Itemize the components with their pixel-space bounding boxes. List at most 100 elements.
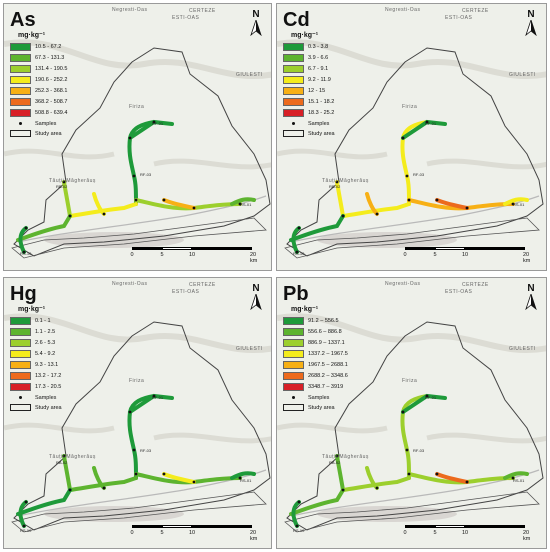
legend-class: 1967.5 – 2688.1 bbox=[283, 360, 378, 370]
stream-segment bbox=[435, 198, 469, 210]
legend-range: 15.1 - 18.2 bbox=[308, 99, 335, 105]
site-label: RF-03 bbox=[140, 448, 152, 453]
legend-range: 6.7 - 9.1 bbox=[308, 66, 329, 72]
sample-point bbox=[68, 214, 72, 218]
place-label-negresti: Negresti-Oas bbox=[112, 7, 148, 13]
sample-dot-icon bbox=[19, 396, 22, 399]
stream-segment bbox=[341, 202, 411, 218]
site-label: RB-02 bbox=[56, 460, 68, 465]
site-label: RF-03 bbox=[413, 172, 425, 177]
legend-samples: Samples bbox=[283, 119, 378, 128]
legend-swatch bbox=[10, 65, 31, 73]
sample-point bbox=[401, 136, 405, 140]
sample-point bbox=[341, 214, 345, 218]
legend-range: 368.2 - 508.7 bbox=[35, 99, 68, 105]
stream-segment bbox=[127, 120, 156, 206]
legend-class: 3.9 - 6.6 bbox=[283, 53, 378, 63]
sample-point bbox=[407, 472, 411, 476]
legend-range: 2.6 - 5.3 bbox=[35, 340, 56, 346]
stream-segment bbox=[68, 202, 138, 218]
legend-study-area-label: Study area bbox=[35, 404, 62, 411]
legend-study-area-label: Study area bbox=[35, 130, 62, 137]
place-label-giulesti: GIULESTI bbox=[236, 346, 263, 352]
terrain-ridge bbox=[153, 432, 271, 444]
legend-range: 91.2 – 556.5 bbox=[308, 318, 339, 324]
map-canvas bbox=[4, 278, 271, 548]
place-label-esti: ESTI-OAS bbox=[172, 15, 200, 21]
place-label-giulesti: GIULESTI bbox=[509, 72, 536, 78]
north-arrow-icon: N bbox=[522, 283, 540, 315]
legend-swatch bbox=[10, 350, 31, 358]
sample-point bbox=[407, 198, 411, 202]
stream-segment bbox=[365, 466, 379, 490]
sample-point bbox=[134, 198, 138, 202]
sample-point bbox=[401, 410, 405, 414]
sample-point bbox=[511, 476, 515, 480]
legend-swatch bbox=[283, 87, 304, 95]
place-label-firiza: Firiza bbox=[402, 378, 418, 384]
site-label: RF-01 bbox=[425, 121, 437, 126]
stream-segment bbox=[162, 198, 196, 210]
sample-point bbox=[375, 486, 379, 490]
stream-segment bbox=[335, 454, 345, 492]
map-canvas bbox=[277, 4, 546, 270]
urban-area bbox=[317, 232, 457, 248]
legend-study-area-label: Study area bbox=[308, 130, 335, 137]
north-label: N bbox=[527, 283, 535, 294]
sample-point bbox=[297, 500, 301, 504]
legend-class: 0.1 - 1 bbox=[10, 316, 105, 326]
sample-point bbox=[192, 480, 196, 484]
place-label-firiza: Firiza bbox=[129, 104, 145, 110]
map-legend: Cd mg·kg⁻¹ 0.3 - 3.8 3.9 - 6.6 6.7 - 9.1… bbox=[283, 10, 378, 138]
legend-range: 67.3 - 131.3 bbox=[35, 55, 65, 61]
legend-class: 2.6 - 5.3 bbox=[10, 338, 105, 348]
legend-class: 1337.2 – 1967.5 bbox=[283, 349, 378, 359]
legend-range: 190.6 - 252.2 bbox=[35, 77, 68, 83]
sample-point bbox=[102, 212, 106, 216]
legend-class: 252.3 - 368.1 bbox=[10, 86, 105, 96]
sample-point bbox=[375, 212, 379, 216]
sample-point bbox=[62, 454, 66, 458]
north-arrow-glyph bbox=[250, 292, 262, 311]
legend-range: 5.4 - 9.2 bbox=[35, 351, 56, 357]
legend-swatch bbox=[283, 317, 304, 325]
north-label: N bbox=[527, 9, 535, 20]
terrain-ridge bbox=[153, 158, 271, 170]
valley-boundary bbox=[284, 491, 540, 533]
metal-title: Hg bbox=[10, 283, 37, 305]
urban-area bbox=[44, 232, 184, 248]
terrain-ridge bbox=[4, 313, 271, 354]
site-label: RS-10 bbox=[293, 251, 305, 256]
legend-range: 886.9 – 1337.1 bbox=[308, 340, 345, 346]
site-label: RB-02 bbox=[56, 184, 68, 189]
legend-class: 508.8 - 639.4 bbox=[10, 108, 105, 118]
sample-dot-icon bbox=[292, 122, 295, 125]
legend-range: 2688.2 – 3348.6 bbox=[308, 373, 348, 379]
north-arrow-glyph bbox=[525, 292, 537, 311]
legend-class: 190.6 - 252.2 bbox=[10, 75, 105, 85]
stream-segment bbox=[365, 192, 379, 216]
place-label-esti: ESTI-OAS bbox=[172, 289, 200, 295]
north-arrow-glyph bbox=[525, 18, 537, 37]
legend-class: 886.9 – 1337.1 bbox=[283, 338, 378, 348]
legend-unit: mg·kg⁻¹ bbox=[291, 306, 319, 313]
sample-point bbox=[425, 120, 429, 124]
legend-swatch bbox=[283, 328, 304, 336]
legend-range: 1.1 - 2.5 bbox=[35, 329, 56, 335]
legend-samples-label: Samples bbox=[35, 120, 57, 127]
legend-class: 0.3 - 3.8 bbox=[283, 42, 378, 52]
stream-segment bbox=[341, 476, 411, 492]
sample-dot-icon bbox=[292, 396, 295, 399]
legend-class: 13.2 - 17.2 bbox=[10, 371, 105, 381]
north-arrow-icon: N bbox=[247, 9, 265, 41]
sample-point bbox=[511, 202, 515, 206]
stream-segment bbox=[92, 192, 106, 216]
legend-swatch bbox=[283, 361, 304, 369]
legend-range: 131.4 - 190.5 bbox=[35, 66, 68, 72]
sample-point bbox=[295, 524, 299, 528]
stream-segment bbox=[62, 180, 72, 218]
scale-bar: 0 5 10 20 km bbox=[130, 525, 262, 542]
legend-range: 556.6 – 886.8 bbox=[308, 329, 342, 335]
legend-range: 18.3 - 25.2 bbox=[308, 110, 335, 116]
metal-title: As bbox=[10, 9, 36, 31]
